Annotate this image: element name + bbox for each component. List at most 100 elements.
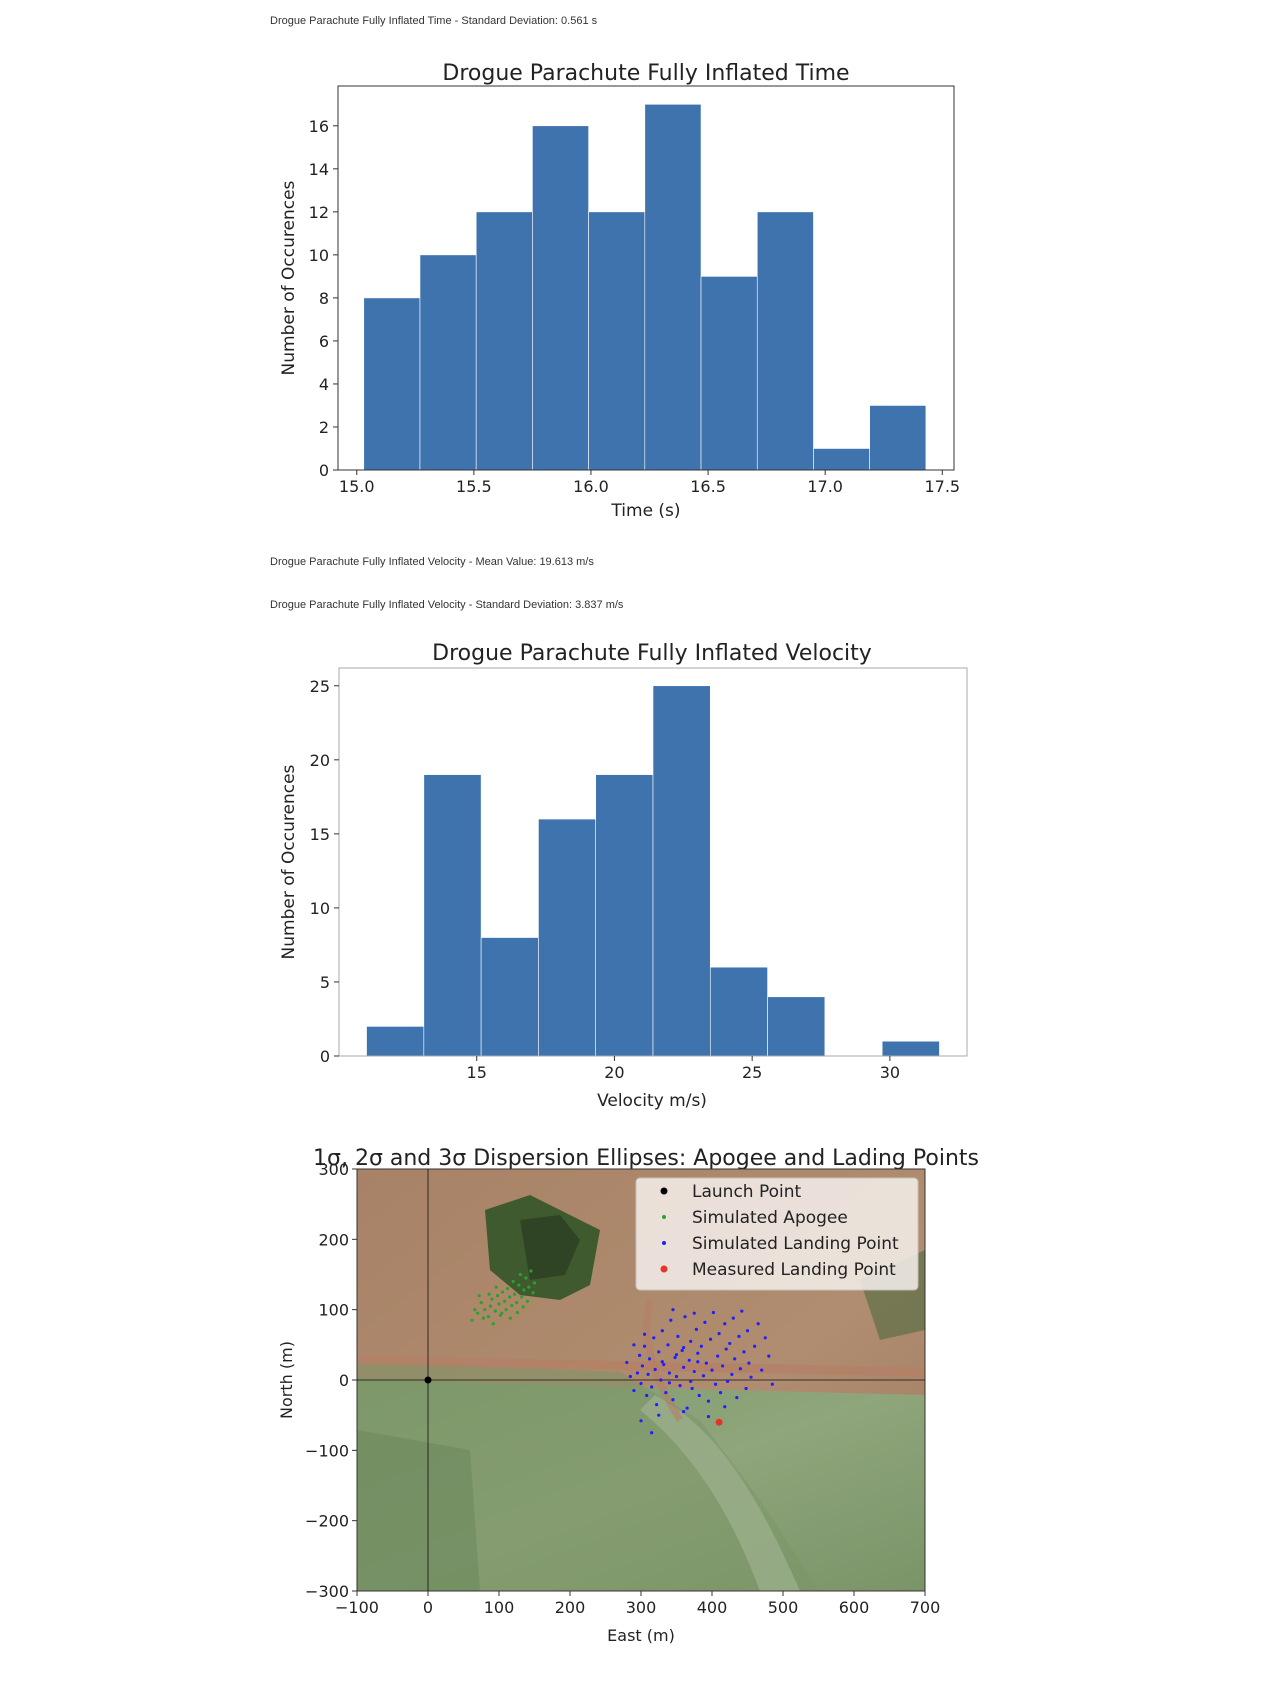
velocity-mean-note: Drogue Parachute Fully Inflated Velocity… — [270, 556, 594, 568]
landing-point — [733, 1357, 737, 1361]
landing-point — [655, 1403, 659, 1407]
y-tick-label: −300 — [305, 1582, 349, 1601]
histogram-bar — [644, 103, 702, 471]
apogee-point — [486, 1315, 490, 1319]
y-tick-label: −200 — [305, 1512, 349, 1531]
landing-point — [650, 1385, 654, 1389]
landing-point — [650, 1431, 654, 1435]
y-tick-label: 20 — [310, 751, 330, 770]
histogram-bar — [700, 276, 758, 471]
chart1-title: Drogue Parachute Fully Inflated Time — [442, 61, 849, 86]
landing-point — [662, 1362, 666, 1367]
landing-point — [671, 1308, 675, 1312]
launch-point-marker — [424, 1376, 432, 1384]
landing-point — [716, 1354, 720, 1358]
landing-point — [730, 1372, 734, 1376]
histogram-bar — [419, 254, 477, 471]
landing-point — [737, 1334, 741, 1338]
x-tick-label: −100 — [335, 1598, 379, 1617]
landing-point — [628, 1374, 632, 1379]
apogee-point — [531, 1291, 535, 1295]
x-tick-label: 25 — [742, 1063, 762, 1082]
y-tick-label: 8 — [319, 289, 329, 308]
landing-point — [724, 1347, 728, 1351]
histogram-bar — [366, 1026, 425, 1057]
x-tick-label: 300 — [626, 1598, 657, 1617]
landing-point — [680, 1348, 684, 1353]
velocity-histogram: Drogue Parachute Fully Inflated Velocity… — [279, 641, 968, 1111]
apogee-point — [532, 1281, 537, 1285]
landing-point — [723, 1322, 727, 1326]
histogram-bar — [532, 125, 589, 471]
y-tick-label: 4 — [319, 375, 329, 394]
apogee-point — [517, 1283, 521, 1287]
legend-marker-landing — [662, 1241, 666, 1245]
landing-point — [726, 1379, 730, 1384]
chart3-title: 1σ, 2σ and 3σ Dispersion Ellipses: Apoge… — [313, 1146, 979, 1171]
apogee-point — [504, 1308, 508, 1312]
apogee-point — [527, 1285, 531, 1289]
landing-point — [632, 1388, 636, 1393]
apogee-point — [518, 1272, 522, 1277]
x-tick-label: 200 — [555, 1598, 586, 1617]
histogram-bar — [588, 211, 646, 471]
landing-point — [666, 1343, 670, 1347]
landing-point — [738, 1367, 743, 1371]
apogee-point — [500, 1311, 504, 1315]
apogee-point — [477, 1294, 481, 1298]
landing-point — [637, 1353, 642, 1357]
apogee-point — [483, 1308, 487, 1312]
histogram-bar — [652, 685, 711, 1057]
landing-point — [652, 1336, 656, 1340]
legend-marker-launch — [660, 1187, 668, 1195]
landing-point — [731, 1316, 735, 1320]
apogee-point — [515, 1301, 519, 1305]
legend-landing-label: Simulated Landing Point — [692, 1234, 899, 1254]
landing-point — [639, 1419, 643, 1423]
measured-landing-marker — [715, 1418, 723, 1426]
apogee-point — [513, 1292, 517, 1296]
y-tick-label: 2 — [319, 418, 329, 437]
landing-point — [747, 1361, 751, 1365]
landing-point — [699, 1344, 703, 1348]
landing-point — [635, 1371, 640, 1375]
apogee-point — [500, 1290, 505, 1294]
y-tick-label: 6 — [319, 332, 329, 351]
landing-point — [659, 1378, 663, 1382]
landing-point — [706, 1399, 711, 1403]
landing-point — [646, 1372, 650, 1376]
chart3-ylabel: North (m) — [277, 1341, 296, 1419]
x-tick-label: 30 — [880, 1063, 900, 1082]
landing-point — [667, 1371, 672, 1375]
apogee-point — [511, 1279, 515, 1284]
landing-point — [692, 1311, 696, 1315]
landing-point — [735, 1395, 739, 1400]
y-tick-label: 100 — [318, 1301, 349, 1320]
chart2-plot-frame — [338, 667, 968, 1057]
landing-point — [676, 1334, 680, 1338]
x-tick-label: 15 — [467, 1063, 487, 1082]
landing-point — [718, 1391, 723, 1395]
landing-point — [710, 1368, 714, 1372]
apogee-point — [515, 1310, 520, 1315]
x-tick-label: 400 — [697, 1598, 728, 1617]
chart1-ylabel: Number of Occurences — [279, 180, 299, 375]
apogee-point — [508, 1295, 512, 1299]
landing-point — [639, 1381, 643, 1386]
histogram-bar — [475, 211, 533, 471]
landing-point — [645, 1393, 649, 1398]
histogram-bar — [881, 1040, 940, 1057]
apogee-point — [529, 1269, 533, 1273]
histogram-bar — [423, 774, 482, 1057]
x-tick-label: 17.0 — [807, 477, 843, 496]
legend-apogee-label: Simulated Apogee — [692, 1208, 848, 1228]
landing-point — [763, 1336, 767, 1340]
apogee-point — [473, 1308, 477, 1312]
x-tick-label: 100 — [484, 1598, 515, 1617]
landing-point — [674, 1353, 679, 1357]
y-tick-label: 0 — [319, 461, 329, 480]
x-tick-label: 500 — [768, 1598, 799, 1617]
landing-point — [770, 1382, 774, 1386]
x-tick-label: 700 — [910, 1598, 941, 1617]
